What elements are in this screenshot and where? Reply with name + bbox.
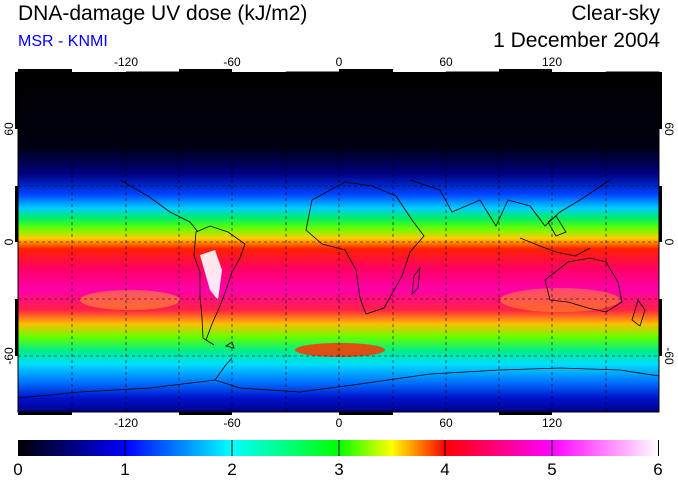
map-title: DNA-damage UV dose (kJ/m2)	[18, 2, 308, 25]
frame-scale-bars	[15, 69, 662, 415]
lat-tick-right: -60	[662, 347, 676, 365]
lon-tick-bottom: -120	[114, 416, 138, 430]
lon-tick-bottom: 0	[336, 416, 343, 430]
graticule	[18, 72, 659, 412]
colorbar-label: 0	[13, 460, 22, 479]
colorbar-label: 6	[653, 460, 662, 479]
coastlines	[18, 179, 659, 399]
lat-tick-right: 0	[662, 239, 676, 246]
lon-tick-top: 120	[542, 55, 562, 69]
colorbar-label: 2	[227, 460, 236, 479]
frame-scale-bars-light	[72, 69, 606, 72]
lat-tick-right: 60	[662, 122, 676, 136]
andes-high-dose-streak	[200, 250, 222, 300]
lon-tick-bottom: -60	[223, 416, 241, 430]
colorbar-label: 3	[334, 460, 343, 479]
colorbar-label: 1	[120, 460, 129, 479]
colorbar-label: 4	[440, 460, 449, 479]
dose-patch	[80, 290, 180, 310]
high-dose-patch	[295, 343, 385, 357]
lon-tick-top: 60	[439, 55, 453, 69]
colorbar-ticks	[18, 440, 659, 456]
sky-condition-label: Clear-sky	[571, 2, 660, 25]
producer-label: MSR - KNMI	[18, 33, 108, 50]
lat-tick-left: 60	[2, 122, 16, 136]
date-label: 1 December 2004	[493, 29, 660, 52]
lon-tick-top: -120	[114, 55, 138, 69]
lon-tick-top: -60	[223, 55, 241, 69]
colorbar-label: 5	[547, 460, 556, 479]
dose-patch	[500, 288, 620, 312]
lon-tick-bottom: 120	[542, 416, 562, 430]
lat-tick-left: 0	[2, 238, 16, 245]
lat-tick-left: -60	[2, 347, 16, 365]
lon-tick-top: 0	[336, 55, 343, 69]
lon-tick-bottom: 60	[439, 416, 453, 430]
